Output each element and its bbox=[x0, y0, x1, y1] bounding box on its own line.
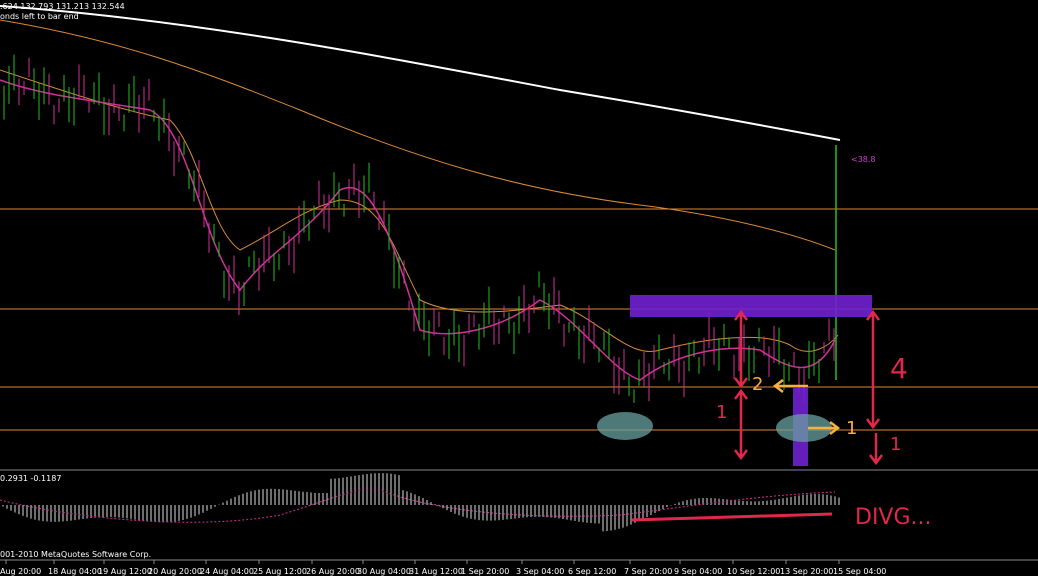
time-label: Aug 20:00 bbox=[0, 567, 41, 576]
annotation: 1 bbox=[716, 402, 727, 423]
annotation: 4 bbox=[890, 352, 908, 385]
time-label: 30 Aug 04:00 bbox=[357, 567, 411, 576]
measure-arrows bbox=[631, 309, 883, 522]
time-label: 26 Aug 20:00 bbox=[306, 567, 360, 576]
time-label: 24 Aug 04:00 bbox=[200, 567, 254, 576]
time-label: 31 Aug 12:00 bbox=[409, 567, 463, 576]
time-label: 7 Sep 20:00 bbox=[624, 567, 672, 576]
pointer-arrows bbox=[772, 379, 841, 435]
time-label: 18 Aug 04:00 bbox=[48, 567, 102, 576]
time-label: 10 Sep 12:00 bbox=[727, 567, 780, 576]
oscillator-histogram bbox=[2, 473, 840, 532]
time-label: 9 Sep 04:00 bbox=[674, 567, 722, 576]
annotation: DIVG... bbox=[855, 505, 932, 530]
resistance-zone bbox=[630, 295, 872, 317]
time-label: 20 Aug 20:00 bbox=[148, 567, 202, 576]
price-header: .624 132.793 131.213 132.544 bbox=[0, 2, 125, 11]
annotation: 1 bbox=[846, 418, 857, 439]
price-label: <38.8 bbox=[851, 155, 876, 164]
time-label: 3 Sep 04:00 bbox=[516, 567, 564, 576]
annotation: 1 bbox=[890, 434, 901, 455]
chart-layout bbox=[0, 5, 1038, 561]
highlight-ellipse bbox=[597, 412, 653, 440]
time-label: 19 Aug 12:00 bbox=[98, 567, 152, 576]
time-label: 25 Aug 12:00 bbox=[253, 567, 307, 576]
candles bbox=[3, 54, 837, 404]
moving-average-fast bbox=[0, 79, 836, 381]
timer-text: onds left to bar end bbox=[0, 12, 79, 21]
time-label: 15 Sep 04:00 bbox=[833, 567, 886, 576]
moving-average-long bbox=[0, 5, 841, 141]
moving-average-mid bbox=[0, 19, 836, 251]
highlight-ellipse bbox=[776, 414, 832, 442]
time-label: 13 Sep 20:00 bbox=[780, 567, 833, 576]
signal-line bbox=[0, 488, 836, 523]
copyright: 001-2010 MetaQuotes Software Corp. bbox=[0, 550, 151, 559]
time-label: 1 Sep 20:00 bbox=[461, 567, 509, 576]
annotation: 2 bbox=[752, 374, 763, 395]
indicator-label: 0.2931 -0.1187 bbox=[0, 474, 61, 483]
time-label: 6 Sep 12:00 bbox=[568, 567, 616, 576]
